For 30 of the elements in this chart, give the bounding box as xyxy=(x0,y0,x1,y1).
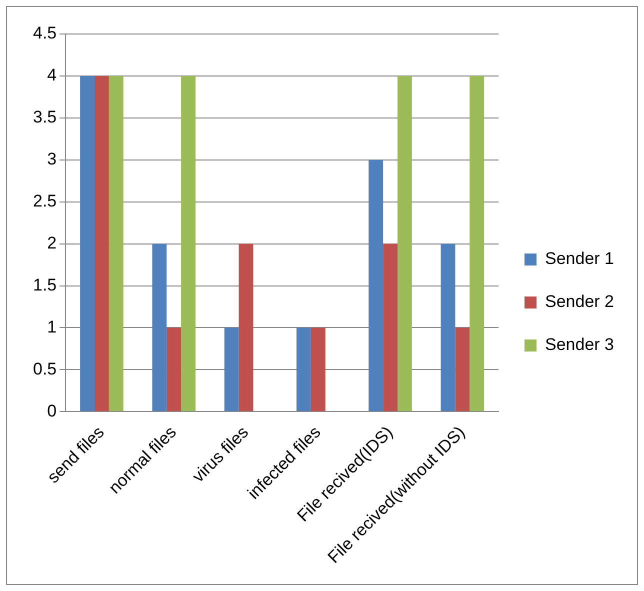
y-tick-label: 2 xyxy=(47,233,57,252)
bar xyxy=(152,244,167,412)
y-tick-label: 1.5 xyxy=(32,275,57,294)
y-tick-label: 3.5 xyxy=(32,108,57,127)
legend-label: Sender 3 xyxy=(545,335,614,354)
bar xyxy=(181,76,196,412)
bar xyxy=(296,328,311,412)
bar xyxy=(238,244,254,412)
bar xyxy=(440,244,456,412)
bar xyxy=(368,160,384,412)
bar xyxy=(398,76,412,412)
bar xyxy=(80,76,94,412)
legend-label: Sender 1 xyxy=(545,249,614,268)
x-tick-label: virus files xyxy=(188,422,252,486)
bar xyxy=(310,328,326,412)
bar xyxy=(166,328,182,412)
legend-label: Sender 2 xyxy=(545,292,614,312)
bar xyxy=(383,244,398,412)
y-tick-label: 2.5 xyxy=(32,192,57,211)
y-tick-label: 1 xyxy=(47,317,57,336)
y-tick-label: 3 xyxy=(47,150,57,169)
bar xyxy=(470,76,484,412)
bar xyxy=(455,328,470,412)
y-tick-label: 4 xyxy=(47,66,57,85)
bar xyxy=(108,76,124,412)
y-tick-label: 0 xyxy=(47,401,57,420)
bar xyxy=(224,328,239,412)
y-tick-label: 4.5 xyxy=(32,24,57,43)
bar xyxy=(94,76,109,412)
y-tick-label: 0.5 xyxy=(32,359,57,378)
